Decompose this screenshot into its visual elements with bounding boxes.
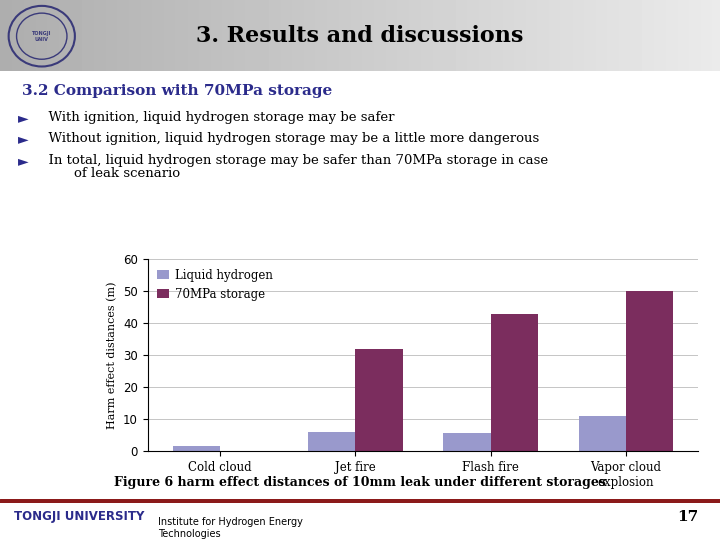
Text: ►: ► [18, 111, 29, 125]
Text: TONGJI UNIVERSITY: TONGJI UNIVERSITY [14, 510, 145, 523]
Y-axis label: Harm effect distances (m): Harm effect distances (m) [107, 281, 117, 429]
Text: Figure 6 harm effect distances of 10mm leak under different storages: Figure 6 harm effect distances of 10mm l… [114, 476, 606, 489]
Bar [356, 349, 402, 451]
Text: ►: ► [18, 132, 29, 146]
Text: In total, liquid hydrogen storage may be safer than 70MPa storage in case: In total, liquid hydrogen storage may be… [40, 154, 548, 167]
Bar [173, 446, 220, 451]
Text: TONGJI
UNIV: TONGJI UNIV [32, 31, 52, 42]
Bar [626, 291, 673, 451]
Text: 3.2 Comparison with 70MPa storage: 3.2 Comparison with 70MPa storage [22, 84, 332, 98]
Legend: Liquid hydrogen, 70MPa storage: Liquid hydrogen, 70MPa storage [153, 265, 276, 304]
Text: Without ignition, liquid hydrogen storage may be a little more dangerous: Without ignition, liquid hydrogen storag… [40, 132, 539, 145]
Text: of leak scenario: of leak scenario [40, 167, 180, 180]
Bar [308, 432, 356, 451]
Bar [490, 314, 538, 451]
Text: 17: 17 [677, 510, 698, 524]
Text: ►: ► [18, 154, 29, 168]
Bar [579, 416, 626, 451]
Text: With ignition, liquid hydrogen storage may be safer: With ignition, liquid hydrogen storage m… [40, 111, 394, 124]
Text: 3. Results and discussions: 3. Results and discussions [197, 25, 523, 46]
Text: Institute for Hydrogen Energy
Technologies: Institute for Hydrogen Energy Technologi… [158, 517, 303, 539]
Bar [444, 433, 490, 451]
